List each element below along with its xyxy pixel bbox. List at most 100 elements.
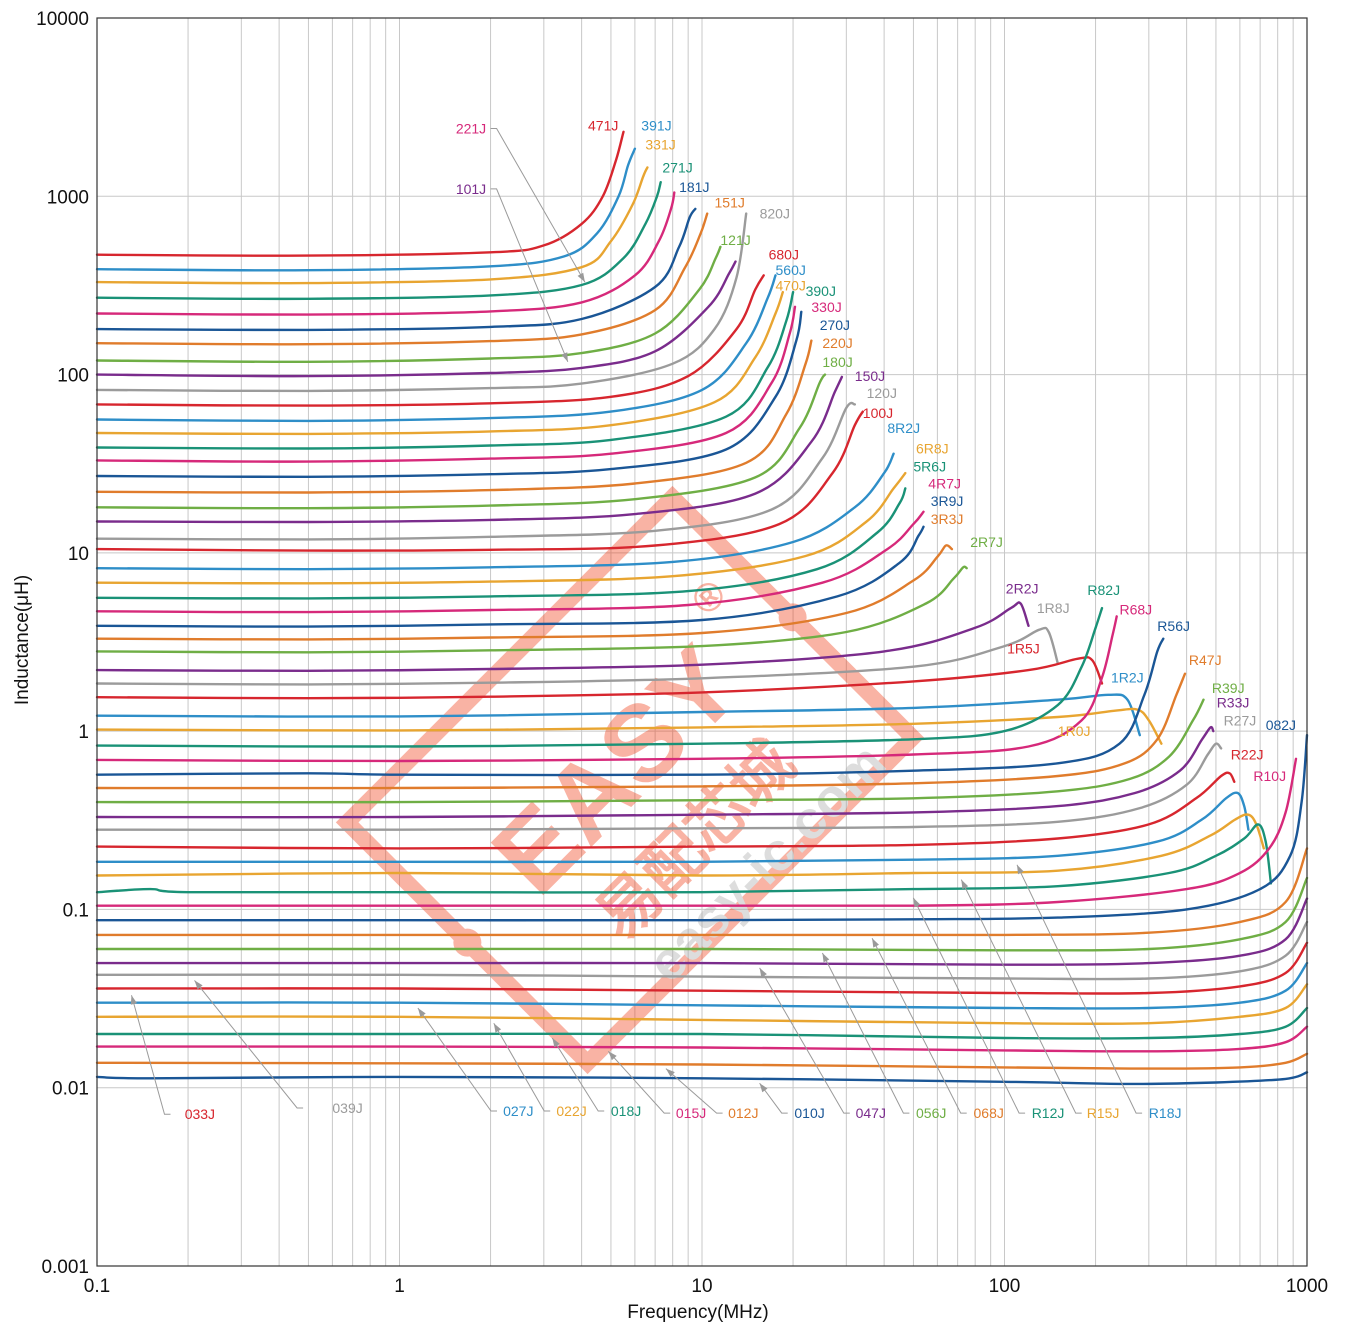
series-label-151j: 151J (715, 195, 745, 211)
x-tick-label: 1 (394, 1276, 405, 1297)
x-tick-label: 1000 (1286, 1276, 1328, 1297)
series-line-560j (95, 274, 777, 423)
leader-label-039j: 039J (332, 1100, 362, 1116)
y-tick-label: 10 (68, 544, 89, 565)
series-label-181j: 181J (679, 179, 709, 195)
series-line-r47j (95, 672, 1187, 790)
leader-label-r12j: R12J (1032, 1105, 1065, 1121)
y-tick-label: 100 (57, 366, 89, 387)
leader-label-010j: 010J (794, 1105, 824, 1121)
watermark: EASY ® 易配芯城 easy-ic.com (335, 485, 925, 1075)
series-label-470j: 470J (776, 278, 806, 294)
series-line-471j (95, 130, 625, 257)
series-label-2r7j: 2R7J (970, 534, 1003, 550)
series-label-r56j: R56J (1157, 618, 1190, 634)
y-tick-label: 0.1 (63, 900, 89, 921)
x-tick-label: 10 (691, 1276, 712, 1297)
series-label-082j: 082J (1266, 717, 1296, 733)
series-label-331j: 331J (645, 137, 675, 153)
leader-label-047j: 047J (856, 1105, 886, 1121)
series-line-r10j (95, 757, 1298, 908)
series-label-1r2j: 1R2J (1111, 670, 1144, 686)
series-lines (95, 130, 1309, 1086)
series-line-820j (95, 212, 748, 393)
series-line-r18j (95, 791, 1250, 864)
leader-label-068j: 068J (974, 1105, 1004, 1121)
series-label-120j: 120J (867, 385, 897, 401)
series-line-022j (95, 983, 1309, 1026)
series-label-2r2j: 2R2J (1006, 581, 1039, 597)
series-label-6r8j: 6R8J (916, 441, 949, 457)
leader-line-056j (821, 952, 910, 1114)
series-label-4r7j: 4R7J (928, 476, 961, 492)
y-tick-label: 1000 (47, 187, 89, 208)
series-label-150j: 150J (855, 368, 885, 384)
leader-line-101j (490, 188, 569, 362)
leader-label-r18j: R18J (1149, 1105, 1182, 1121)
leader-line-022j (493, 1022, 551, 1112)
leader-arrow-027j (417, 1008, 426, 1018)
leader-arrow-221j (577, 272, 585, 283)
leader-arrow-047j (759, 967, 767, 978)
series-line-012j (95, 1052, 1309, 1070)
y-tick-label: 1 (78, 722, 89, 743)
leader-arrow-039j (194, 980, 203, 990)
leader-line-039j (194, 980, 304, 1109)
series-line-270j (95, 310, 803, 479)
leader-arrow-012j (665, 1068, 675, 1077)
series-line-4r7j (95, 510, 925, 614)
leader-label-221j: 221J (456, 121, 486, 137)
leader-arrow-056j (822, 953, 830, 963)
series-label-5r6j: 5R6J (913, 459, 946, 475)
series-line-082j (95, 733, 1309, 922)
series-label-1r5j: 1R5J (1007, 641, 1040, 657)
series-label-r10j: R10J (1253, 768, 1286, 784)
leader-label-101j: 101J (456, 181, 486, 197)
watermark-registered: ® (683, 572, 735, 624)
y-tick-label: 0.01 (52, 1079, 89, 1100)
y-axis-title: Inductance(μH) (12, 575, 33, 705)
plot-frame (96, 17, 1308, 1267)
series-line-8r2j (95, 452, 895, 571)
leader-arrow-r15j (961, 879, 969, 890)
series-label-r39j: R39J (1212, 680, 1245, 696)
leader-label-018j: 018J (611, 1103, 641, 1119)
series-line-1r2j (95, 693, 1141, 737)
leader-line-068j (871, 937, 967, 1114)
series-label-r27j: R27J (1224, 712, 1257, 728)
grid-lines (96, 17, 1307, 1267)
series-line-121j (95, 245, 722, 364)
series-line-5r6j (95, 487, 907, 600)
series-line-151j (95, 212, 709, 346)
series-line-680j (95, 274, 765, 407)
series-line-150j (95, 375, 844, 524)
series-label-1r0j: 1R0J (1058, 723, 1091, 739)
leader-label-056j: 056J (916, 1105, 946, 1121)
leader-label-r15j: R15J (1087, 1105, 1120, 1121)
series-label-r47j: R47J (1189, 652, 1222, 668)
series-line-2r2j (95, 601, 1030, 673)
series-line-1r8j (95, 626, 1059, 686)
leader-arrow-022j (493, 1023, 502, 1033)
x-tick-label: 0.1 (84, 1276, 110, 1297)
leader-label-022j: 022J (556, 1103, 586, 1119)
series-label-r22j: R22J (1231, 747, 1264, 763)
series-line-r39j (95, 698, 1205, 804)
series-label-121j: 121J (720, 232, 750, 248)
leader-arrow-018j (552, 1038, 560, 1048)
leader-arrow-r12j (913, 897, 921, 908)
series-line-027j (95, 961, 1309, 1010)
leader-label-027j: 027J (503, 1103, 533, 1119)
series-line-r27j (95, 742, 1223, 831)
series-line-018j (95, 1006, 1309, 1040)
leader-line-r12j (912, 897, 1026, 1114)
series-line-r68j (95, 615, 1118, 763)
series-label-560j: 560J (776, 262, 806, 278)
series-label-820j: 820J (760, 206, 790, 222)
leader-line-018j (551, 1037, 605, 1112)
leader-line-r15j (960, 879, 1082, 1114)
series-line-r33j (95, 725, 1215, 819)
series-labels: 471J 391J 331J 271J 181J 151J 820J 121J 680J560J… (185, 117, 1296, 1122)
series-label-330j: 330J (811, 299, 841, 315)
